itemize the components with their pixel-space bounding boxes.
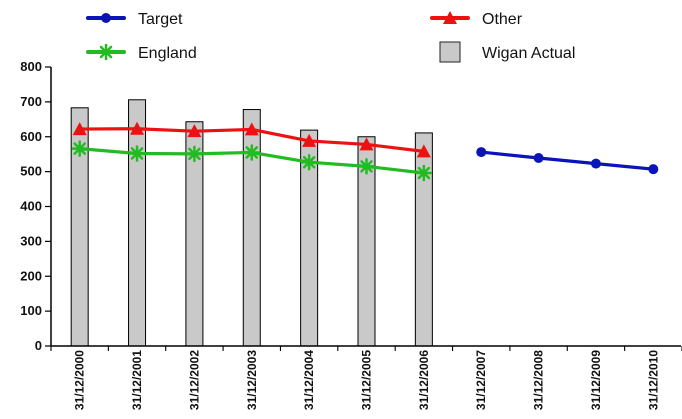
x-tick-label: 31/12/2007	[474, 350, 488, 410]
bar-wigan-actual	[128, 99, 147, 347]
legend-label: Wigan Actual	[482, 45, 575, 62]
x-tick-label: 31/12/2004	[302, 350, 316, 410]
axes: 0 100 200 300 400 500 600 700 800 31/12/2000 31/12…	[20, 59, 682, 410]
x-tick-label: 31/12/2003	[245, 350, 259, 410]
x-tick-label: 31/12/2006	[417, 350, 431, 410]
point-other	[72, 122, 87, 136]
point-england	[243, 144, 261, 161]
x-tick-label: 31/12/2000	[73, 350, 87, 410]
legend-item: England	[86, 43, 197, 62]
point-other	[359, 137, 374, 151]
point-england-stroke	[130, 147, 144, 160]
series-line-target	[479, 150, 655, 171]
point-england	[358, 158, 375, 175]
point-england-stroke	[245, 146, 259, 159]
x-tick-label: 31/12/2010	[646, 350, 660, 410]
y-tick-label: 700	[20, 94, 42, 109]
point-england-stroke	[73, 142, 86, 155]
point-england-stroke	[188, 147, 201, 161]
point-england	[186, 145, 203, 163]
point-target	[590, 158, 601, 169]
legend-item: Other	[430, 11, 523, 28]
legend-marker	[97, 43, 115, 61]
point-england-stroke	[360, 160, 373, 173]
point-other	[187, 124, 202, 138]
point-england-stroke	[302, 155, 316, 169]
x-tick-label: 31/12/2008	[532, 350, 546, 410]
y-tick-label: 600	[20, 129, 42, 144]
x-tick-label: 31/12/2005	[360, 350, 374, 410]
point-other	[244, 122, 259, 136]
legend-label: Target	[138, 11, 183, 28]
y-tick-label: 0	[35, 338, 42, 353]
point-england	[128, 145, 146, 162]
y-tick-label: 800	[20, 59, 42, 74]
point-other	[302, 133, 317, 147]
legend-item: Target	[86, 11, 183, 28]
x-tick-label: 31/12/2002	[187, 350, 201, 410]
point-other	[130, 121, 145, 135]
point-england	[71, 140, 88, 157]
legend-label: Other	[482, 11, 523, 28]
x-tick-label: 31/12/2009	[589, 350, 603, 410]
point-england-stroke	[417, 166, 431, 180]
legend-swatch	[439, 41, 461, 63]
point-target	[533, 153, 544, 164]
y-tick-label: 300	[20, 233, 42, 248]
plot-area	[70, 99, 659, 347]
y-tick-label: 200	[20, 268, 42, 283]
legend-marker	[101, 13, 111, 23]
y-tick-label: 100	[20, 303, 42, 318]
point-england	[300, 153, 318, 171]
legend-marker	[443, 11, 457, 24]
legend-marker-stroke	[99, 45, 113, 59]
y-tick-label: 400	[20, 199, 42, 214]
legend: Target Other England Wigan Actual	[86, 11, 575, 63]
point-target	[648, 164, 659, 175]
point-england	[415, 164, 433, 182]
y-tick-label: 500	[20, 164, 42, 179]
point-other	[416, 144, 431, 158]
legend-label: England	[138, 45, 197, 62]
legend-item: Wigan Actual	[439, 41, 575, 63]
point-target	[476, 147, 487, 158]
x-tick-label: 31/12/2001	[130, 350, 144, 410]
